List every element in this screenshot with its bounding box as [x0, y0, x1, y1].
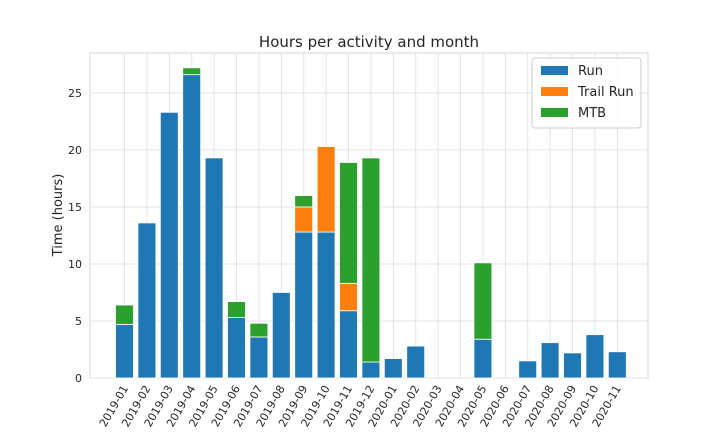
bar-segment — [294, 206, 314, 233]
bar-segment — [182, 74, 202, 379]
bar-segment — [249, 336, 269, 379]
bar-segment — [204, 157, 224, 379]
legend-swatch — [541, 66, 568, 75]
bar-segment — [540, 342, 560, 379]
bar-segment — [271, 292, 291, 379]
bar-segment — [227, 317, 246, 379]
bar-segment — [182, 67, 202, 76]
legend-label: Trail Run — [577, 85, 634, 100]
bar-segment — [563, 352, 582, 379]
bar-segment — [518, 360, 538, 379]
bar-segment — [115, 304, 134, 325]
bar-segment — [316, 231, 336, 379]
bar-segment — [383, 358, 403, 379]
bar-segment — [115, 324, 134, 379]
bar-segment — [294, 231, 314, 379]
bar-segment — [159, 111, 179, 379]
bar-segment — [607, 351, 627, 379]
y-axis-label: Time (hours) — [51, 174, 66, 258]
bar-segment — [339, 282, 358, 312]
bar-segment — [473, 338, 493, 379]
bar-segment — [294, 195, 314, 208]
bar-segment — [339, 310, 358, 379]
bar-segment — [137, 222, 157, 379]
legend-label: Run — [578, 64, 603, 79]
y-tick-label: 25 — [68, 87, 82, 100]
bar-segment — [585, 334, 605, 379]
bar-segment — [361, 157, 381, 363]
bar-segment — [249, 322, 269, 338]
bar-segment — [227, 301, 246, 318]
chart-title: Hours per activity and month — [259, 33, 479, 51]
legend-label: MTB — [578, 106, 606, 121]
y-tick-label: 5 — [75, 315, 82, 328]
legend-swatch — [541, 108, 568, 117]
series-run — [115, 74, 627, 379]
legend: Run Trail Run MTB — [531, 57, 642, 129]
legend-swatch — [541, 87, 568, 96]
series-mtb — [115, 67, 493, 363]
bar-segment — [473, 262, 493, 340]
y-tick-label: 15 — [68, 201, 82, 214]
y-tick-label: 0 — [75, 372, 82, 385]
y-tick-label: 10 — [68, 258, 82, 271]
y-tick-label: 20 — [68, 144, 82, 157]
bar-segment — [316, 146, 336, 233]
bar-segment — [339, 162, 358, 284]
bar-segment — [361, 361, 381, 379]
bar-segment — [406, 345, 426, 379]
